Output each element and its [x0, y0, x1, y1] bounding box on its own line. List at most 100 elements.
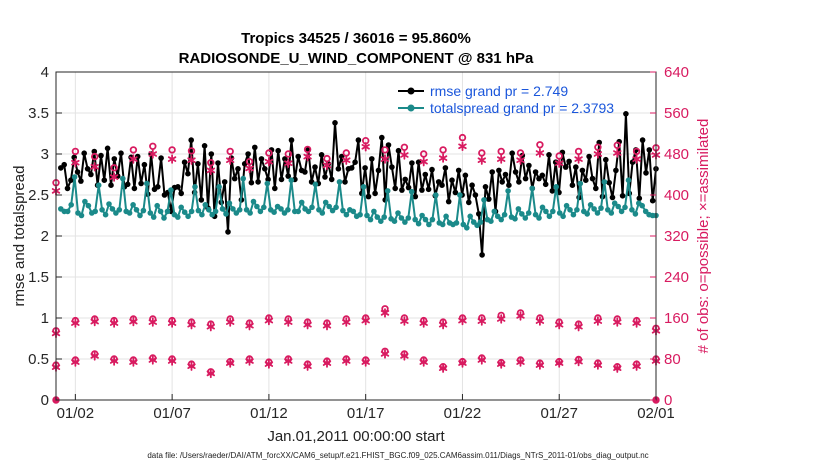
rmse-point [623, 111, 629, 117]
assimilated-stroke [342, 319, 351, 325]
assimilated-stroke [496, 316, 506, 322]
totalspread-point [574, 207, 580, 213]
obs-possible-marker [207, 158, 215, 167]
assimilated-stroke [206, 167, 216, 174]
totalspread-point [343, 211, 350, 218]
totalspread-point [543, 208, 549, 215]
rmse-point [195, 161, 201, 167]
rmse-point [419, 187, 425, 193]
totalspread-point [278, 206, 284, 212]
assimilated-stroke [419, 320, 428, 326]
totalspread-point [433, 192, 439, 198]
obs-assimilated-marker [71, 157, 80, 168]
assimilated-stroke [303, 321, 312, 328]
obs-assimilated-marker [535, 360, 545, 370]
assimilated-stroke [264, 361, 274, 367]
obs-assimilated-marker [516, 155, 525, 165]
assimilated-stroke [322, 322, 332, 329]
totalspread-point [598, 205, 604, 211]
totalspread-point [415, 220, 422, 227]
rmse-point [158, 155, 164, 161]
totalspread-point [78, 212, 85, 219]
totalspread-point [391, 218, 398, 224]
obs-assimilated-marker [380, 154, 390, 164]
assimilated-stroke [613, 365, 622, 372]
obs-assimilated-marker [419, 318, 428, 328]
totalspread-point [212, 208, 219, 215]
totalspread-point [443, 213, 449, 220]
totalspread-point [525, 210, 532, 216]
obs-assimilated-marker [90, 316, 99, 327]
rmse-point [61, 161, 67, 168]
totalspread-point [374, 214, 381, 220]
obs-possible-marker [439, 146, 447, 154]
assimilated-stroke [187, 321, 196, 328]
chart-subtitle: RADIOSONDE_U_WIND_COMPONENT @ 831 hPa [179, 50, 534, 67]
rmse-point [429, 166, 435, 173]
totalspread-point [322, 199, 329, 206]
rmse-point [409, 160, 415, 166]
x-tick-label: 01/07 [153, 405, 191, 422]
obs-assimilated-marker [187, 361, 196, 371]
obs-assimilated-marker [90, 162, 99, 172]
obs-assimilated-marker [148, 317, 158, 327]
totalspread-point [240, 175, 246, 182]
obs-possible-marker [381, 146, 389, 154]
obs-assimilated-marker [613, 363, 622, 373]
y-axis-label: rmse and totalspread [11, 166, 28, 307]
totalspread-point [505, 188, 511, 194]
assimilated-stroke [516, 313, 525, 319]
totalspread-point [367, 216, 374, 223]
rmse-point [385, 142, 392, 148]
totalspread-point [560, 213, 566, 220]
assimilated-stroke [71, 359, 80, 365]
obs-assimilated-marker [361, 142, 370, 152]
rmse-point [472, 192, 479, 198]
totalspread-point [625, 177, 632, 183]
totalspread-point [216, 184, 222, 190]
rmse-point [235, 166, 241, 172]
rmse-point [178, 190, 184, 197]
obs-assimilated-marker [458, 315, 467, 326]
rmse-point [262, 166, 268, 172]
assimilated-stroke [148, 357, 158, 363]
rmse-point [422, 171, 429, 178]
obs-assimilated-marker [225, 358, 235, 368]
rmse-point [499, 179, 506, 185]
totalspread-point [384, 188, 391, 194]
obs-assimilated-marker [109, 172, 119, 182]
x-tick-label: 01/22 [444, 405, 482, 422]
y-tick-label: 2.5 [28, 187, 49, 204]
assimilated-stroke [613, 150, 622, 156]
rmse-point [516, 179, 522, 185]
rmse-point [649, 197, 656, 204]
rmse-point [593, 185, 599, 192]
assimilated-stroke [458, 360, 467, 366]
totalspread-point [519, 211, 525, 217]
y2-axis-label: # of obs: o=possible; ×=assimilated [695, 119, 712, 354]
rmse-point [342, 179, 348, 185]
rmse-point [272, 185, 278, 192]
assimilated-stroke [516, 359, 525, 365]
obs-assimilated-marker [90, 351, 99, 361]
x-tick-label: 02/01 [637, 405, 675, 422]
totalspread-point [395, 210, 401, 216]
totalspread-point [68, 202, 74, 208]
obs-assimilated-marker [206, 165, 216, 176]
assimilated-stroke [225, 319, 235, 325]
assimilated-stroke [284, 319, 293, 325]
assimilated-stroke [438, 321, 448, 328]
obs-possible-marker [187, 147, 196, 155]
rmse-point [362, 165, 368, 171]
assimilated-stroke [303, 153, 312, 160]
totalspread-point [512, 216, 518, 222]
obs-assimilated-marker [129, 154, 138, 164]
obs-possible-marker [129, 146, 138, 154]
rmse-point [185, 170, 191, 177]
y-tick-label: 0 [41, 392, 49, 409]
obs-assimilated-marker [148, 149, 158, 159]
assimilated-stroke [380, 156, 390, 162]
totalspread-point [312, 181, 319, 188]
assimilated-stroke [361, 359, 370, 365]
obs-possible-marker [632, 147, 641, 156]
